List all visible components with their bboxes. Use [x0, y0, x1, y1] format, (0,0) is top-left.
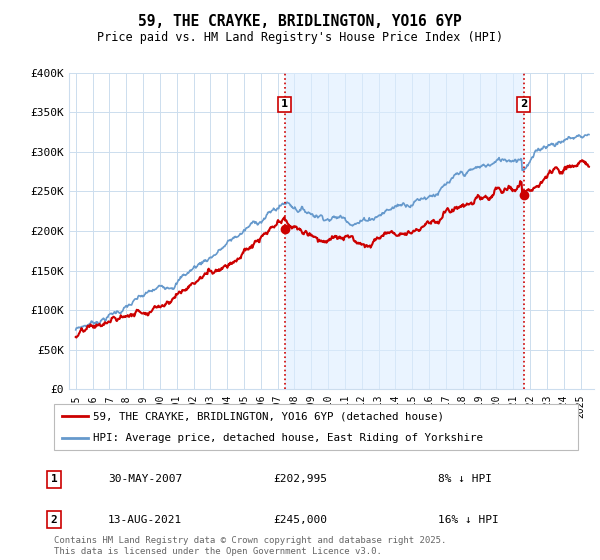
Text: HPI: Average price, detached house, East Riding of Yorkshire: HPI: Average price, detached house, East…	[94, 433, 484, 443]
Text: Price paid vs. HM Land Registry's House Price Index (HPI): Price paid vs. HM Land Registry's House …	[97, 31, 503, 44]
Text: 1: 1	[281, 100, 289, 109]
Text: 8% ↓ HPI: 8% ↓ HPI	[438, 474, 492, 484]
Text: 2: 2	[50, 515, 58, 525]
Text: 1: 1	[50, 474, 58, 484]
Text: 16% ↓ HPI: 16% ↓ HPI	[438, 515, 499, 525]
Text: £245,000: £245,000	[273, 515, 327, 525]
Text: 13-AUG-2021: 13-AUG-2021	[108, 515, 182, 525]
Text: £202,995: £202,995	[273, 474, 327, 484]
Text: 59, THE CRAYKE, BRIDLINGTON, YO16 6YP: 59, THE CRAYKE, BRIDLINGTON, YO16 6YP	[138, 14, 462, 29]
Text: 30-MAY-2007: 30-MAY-2007	[108, 474, 182, 484]
Text: 59, THE CRAYKE, BRIDLINGTON, YO16 6YP (detached house): 59, THE CRAYKE, BRIDLINGTON, YO16 6YP (d…	[94, 411, 445, 421]
Bar	[285, 73, 524, 389]
Text: 2: 2	[520, 100, 527, 109]
Text: Contains HM Land Registry data © Crown copyright and database right 2025.
This d: Contains HM Land Registry data © Crown c…	[54, 536, 446, 556]
FancyBboxPatch shape	[54, 404, 578, 450]
